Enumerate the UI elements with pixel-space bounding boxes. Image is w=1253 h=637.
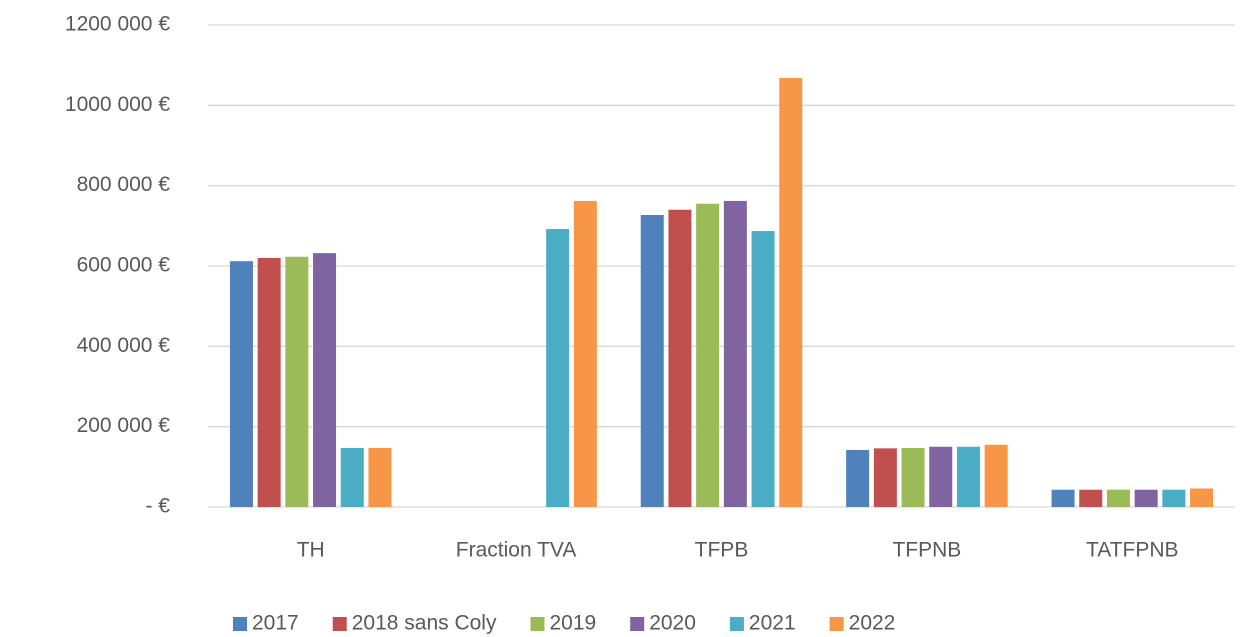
bar (1190, 488, 1214, 507)
bar (1051, 489, 1075, 507)
bar (956, 446, 980, 507)
legend-swatch (530, 617, 545, 631)
legend-label: 2017 (252, 612, 299, 635)
y-tick-label: 400 000 € (77, 334, 171, 357)
legend-label: 2021 (749, 612, 796, 635)
bar (1079, 489, 1103, 507)
bar (751, 231, 775, 507)
legend-label: 2019 (549, 612, 596, 635)
bar (368, 447, 392, 507)
bar (779, 78, 803, 508)
bar (696, 203, 720, 507)
legend-swatch (829, 617, 844, 631)
bar (640, 214, 664, 507)
legend-swatch (729, 617, 744, 631)
y-tick-label: 600 000 € (77, 254, 171, 277)
x-tick-label: TFPNB (892, 539, 961, 562)
bar (546, 229, 570, 507)
x-tick-label: Fraction TVA (456, 539, 577, 562)
legend-label: 2018 sans Coly (352, 612, 497, 635)
legend-label: 2022 (849, 612, 896, 635)
bar (984, 444, 1008, 507)
y-tick-label: - € (145, 495, 170, 518)
bar (313, 253, 337, 507)
bar (573, 200, 597, 507)
bar (901, 447, 925, 507)
bar (257, 257, 281, 507)
legend-swatch (630, 617, 645, 631)
bar (929, 446, 953, 507)
x-tick-label: TATFPNB (1086, 539, 1179, 562)
bar (1134, 489, 1158, 507)
bar (723, 200, 747, 507)
y-tick-label: 1000 000 € (65, 93, 170, 116)
bar (340, 447, 364, 507)
bar (668, 209, 692, 507)
y-tick-label: 800 000 € (77, 173, 171, 196)
y-tick-label: 200 000 € (77, 414, 171, 437)
legend-swatch (332, 617, 347, 631)
bar (846, 449, 870, 507)
x-tick-label: TFPB (695, 539, 749, 562)
bar (229, 261, 253, 507)
bar (285, 256, 309, 507)
y-tick-label: 1200 000 € (65, 13, 170, 36)
bar (1162, 489, 1186, 507)
legend-label: 2020 (649, 612, 696, 635)
legend-swatch (233, 617, 247, 631)
x-tick-label: TH (297, 539, 325, 562)
bar (873, 448, 897, 507)
bar (1106, 489, 1130, 507)
